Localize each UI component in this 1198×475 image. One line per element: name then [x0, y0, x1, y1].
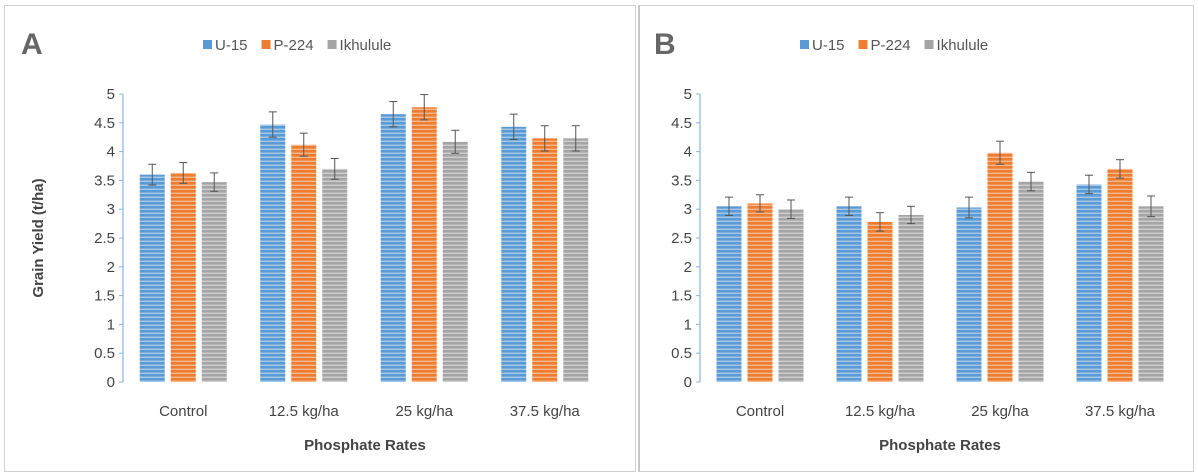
legend-swatch-ikhulule — [924, 40, 934, 49]
panel-label: B — [654, 28, 676, 61]
bar-ikhulule — [563, 138, 589, 382]
legend-swatch-p-224 — [858, 40, 868, 49]
bar-p-224 — [867, 221, 893, 382]
bar-ikhulule — [1018, 181, 1044, 382]
chart-b-svg: B U-15 P-224 Ikhulule 0 0.5 1 1.5 2 2.5 3 3.5 4 4.5 5 C… — [654, 28, 1164, 454]
y-tick-label: 3.5 — [671, 172, 692, 189]
bar-ikhulule — [898, 214, 924, 382]
panel-label: A — [21, 28, 43, 61]
bar-u-15 — [716, 206, 742, 382]
bar-p-224 — [747, 203, 773, 382]
y-tick-label: 4 — [107, 144, 115, 161]
bar-p-224 — [291, 144, 317, 382]
x-category-label: 37.5 kg/ha — [510, 403, 581, 420]
bar-u-15 — [501, 126, 527, 382]
legend-label-p-224: P-224 — [871, 37, 911, 54]
y-tick-label: 1 — [684, 316, 692, 333]
y-tick-label: 2.5 — [671, 230, 692, 247]
bar-ikhulule — [201, 182, 227, 382]
y-tick-label: 0 — [107, 374, 115, 391]
y-tick-label: 1.5 — [671, 288, 692, 305]
legend-label-u-15: U-15 — [812, 37, 845, 54]
legend-swatch-ikhulule — [327, 40, 337, 49]
x-axis-title: Phosphate Rates — [304, 437, 426, 454]
x-category-label: 25 kg/ha — [395, 403, 453, 420]
y-tick-label: 3.5 — [94, 172, 115, 189]
y-axis-title: Grain Yield (t/ha) — [30, 178, 47, 297]
x-category-label: 12.5 kg/ha — [845, 403, 916, 420]
y-tick-label: 0.5 — [671, 345, 692, 362]
y-tick-label: 5 — [684, 86, 692, 103]
bar-u-15 — [956, 207, 982, 382]
y-tick-label: 5 — [107, 86, 115, 103]
bar-ikhulule — [442, 141, 468, 382]
y-tick-label: 4.5 — [671, 115, 692, 132]
y-tick-label: 0 — [684, 374, 692, 391]
bar-ikhulule — [322, 168, 348, 382]
y-tick-label: 4 — [684, 144, 692, 161]
chart-a-svg: A U-15 P-224 Ikhulule 0 0.5 1 1.5 2 2.5 3 3.5 4 4.5 5 G… — [21, 28, 589, 454]
bar-p-224 — [411, 107, 437, 383]
y-tick-label: 3 — [107, 201, 115, 218]
x-axis-title: Phosphate Rates — [879, 437, 1001, 454]
legend-label-u-15: U-15 — [215, 37, 248, 54]
y-tick-label: 2 — [107, 259, 115, 276]
y-tick-label: 3 — [684, 201, 692, 218]
legend-swatch-u-15 — [203, 40, 212, 49]
bar-u-15 — [1076, 184, 1102, 382]
bar-p-224 — [1107, 168, 1133, 382]
x-category-label: Control — [736, 403, 784, 420]
legend-label-p-224: P-224 — [274, 37, 314, 54]
x-category-label: Control — [159, 403, 207, 420]
y-tick-label: 2 — [684, 259, 692, 276]
legend-label-ikhulule: Ikhulule — [340, 37, 392, 54]
bar-p-224 — [170, 172, 196, 382]
y-tick-label: 0.5 — [94, 345, 115, 362]
chart-panel-b: B U-15 P-224 Ikhulule 0 0.5 1 1.5 2 2.5 3 3.5 4 4.5 5 C… — [638, 5, 1194, 472]
bar-p-224 — [532, 138, 558, 382]
bar-p-224 — [987, 152, 1013, 382]
y-tick-label: 4.5 — [94, 115, 115, 132]
legend-swatch-p-224 — [261, 40, 271, 49]
legend-swatch-u-15 — [800, 40, 809, 49]
bar-u-15 — [260, 124, 286, 382]
bar-u-15 — [836, 206, 862, 382]
x-category-label: 12.5 kg/ha — [269, 403, 340, 420]
bar-u-15 — [380, 114, 406, 382]
legend-label-ikhulule: Ikhulule — [937, 37, 989, 54]
x-category-label: 25 kg/ha — [971, 403, 1029, 420]
bar-u-15 — [139, 174, 165, 382]
bar-ikhulule — [1138, 206, 1164, 382]
y-tick-label: 1 — [107, 316, 115, 333]
bar-ikhulule — [778, 209, 804, 382]
y-tick-label: 1.5 — [94, 288, 115, 305]
x-category-label: 37.5 kg/ha — [1085, 403, 1156, 420]
chart-panel-a: A U-15 P-224 Ikhulule 0 0.5 1 1.5 2 2.5 3 3.5 4 4.5 5 G… — [4, 5, 636, 472]
y-tick-label: 2.5 — [94, 230, 115, 247]
